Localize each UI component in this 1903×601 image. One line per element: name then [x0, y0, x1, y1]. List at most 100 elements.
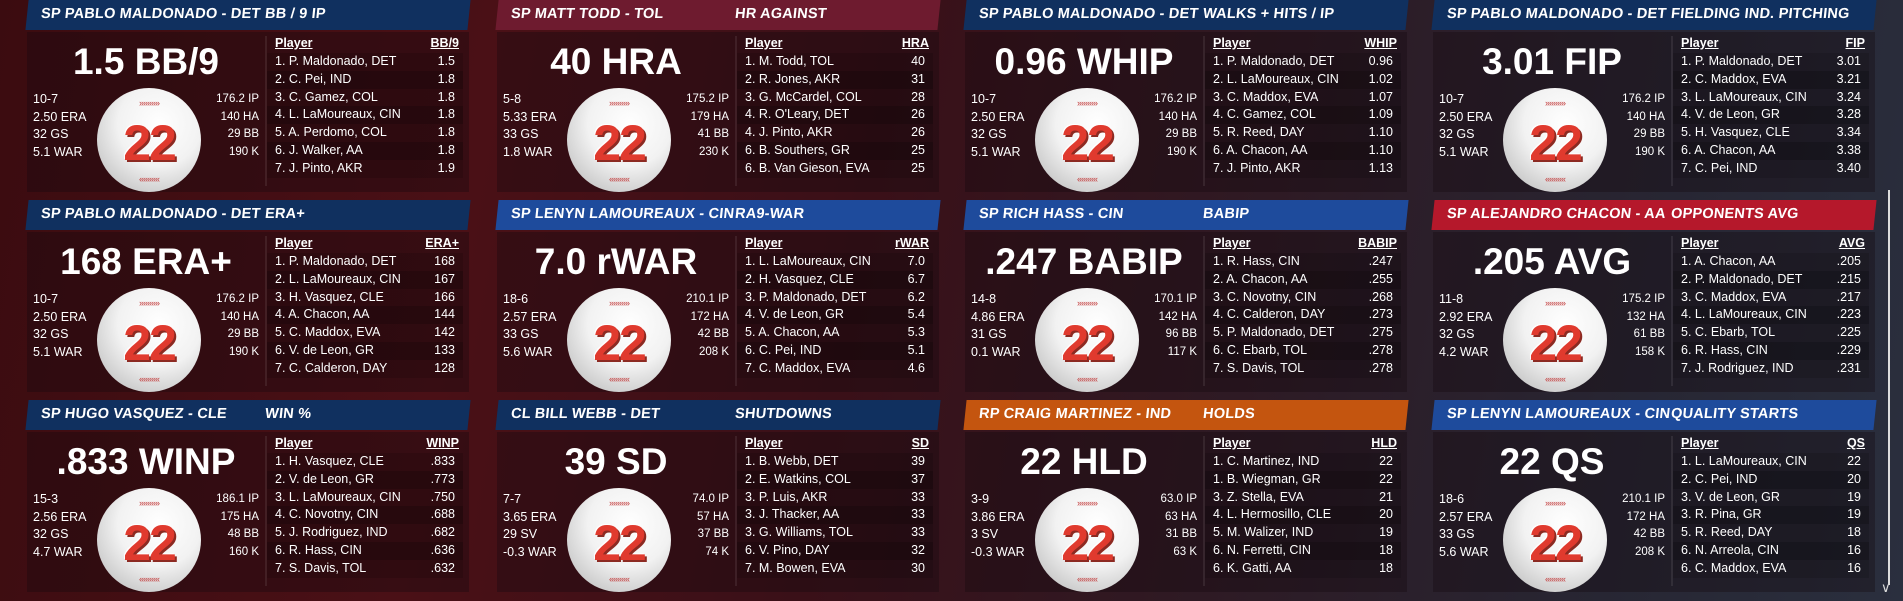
table-row[interactable]: 3. C. Gamez, COL 1.8: [267, 88, 463, 107]
table-row[interactable]: 2. H. Vasquez, CLE 6.7: [737, 270, 933, 289]
table-row[interactable]: 1. P. Maldonado, DET 1.5: [267, 53, 463, 71]
leader-panel[interactable]: RP CRAIG MARTINEZ - IND HOLDS 22 HLD 3-9…: [963, 400, 1409, 592]
table-row[interactable]: 6. V. de Leon, GR 133: [267, 341, 463, 360]
table-row[interactable]: 1. A. Chacon, AA .205: [1673, 253, 1869, 271]
table-row[interactable]: 1. P. Maldonado, DET 168: [267, 253, 463, 271]
table-row[interactable]: 1. L. LaMoureaux, CIN 7.0: [737, 253, 933, 271]
table-row[interactable]: 1. P. Maldonado, DET 0.96: [1205, 53, 1401, 71]
table-row[interactable]: 5. R. Reed, DAY 18: [1673, 524, 1869, 542]
table-row[interactable]: 6. B. Southers, GR 25: [737, 141, 933, 160]
table-row[interactable]: 2. C. Maddox, EVA 3.21: [1673, 70, 1869, 89]
table-row[interactable]: 7. C. Pei, IND 3.40: [1673, 159, 1869, 178]
table-row[interactable]: 2. A. Chacon, AA .255: [1205, 270, 1401, 289]
table-row[interactable]: 2. C. Pei, IND 1.8: [267, 70, 463, 89]
table-row[interactable]: 3. G. Williams, TOL 33: [737, 524, 933, 542]
table-row[interactable]: 4. C. Novotny, CIN .688: [267, 506, 463, 525]
table-row[interactable]: 2. L. LaMoureaux, CIN 1.02: [1205, 70, 1401, 89]
table-row[interactable]: 1. M. Todd, TOL 40: [737, 53, 933, 71]
table-row[interactable]: 4. C. Gamez, COL 1.09: [1205, 106, 1401, 125]
table-row[interactable]: 7. C. Maddox, EVA 4.6: [737, 359, 933, 378]
table-row[interactable]: 6. A. Chacon, AA 1.10: [1205, 141, 1401, 160]
table-row[interactable]: 4. A. Chacon, AA 144: [267, 306, 463, 325]
seam-icon: ‹‹‹‹‹‹‹‹‹‹: [139, 174, 160, 184]
leader-panel[interactable]: SP MATT TODD - TOL HR AGAINST 40 HRA 5-8…: [495, 0, 941, 192]
table-row[interactable]: 2. P. Maldonado, DET .215: [1673, 270, 1869, 289]
table-row[interactable]: 7. J. Pinto, AKR 1.9: [267, 159, 463, 178]
table-row[interactable]: 6. A. Chacon, AA 3.38: [1673, 141, 1869, 160]
leader-panel[interactable]: CL BILL WEBB - DET SHUTDOWNS 39 SD 7-7 3.…: [495, 400, 941, 592]
table-row[interactable]: 4. R. O'Leary, DET 26: [737, 106, 933, 125]
table-row[interactable]: 6. B. Van Gieson, EVA 25: [737, 159, 933, 178]
table-row[interactable]: 2. E. Watkins, COL 37: [737, 470, 933, 489]
table-row[interactable]: 6. R. Hass, CIN .636: [267, 541, 463, 560]
table-row[interactable]: 4. L. Hermosillo, CLE 20: [1205, 506, 1401, 525]
table-row[interactable]: 4. J. Pinto, AKR 26: [737, 124, 933, 142]
table-row[interactable]: 5. H. Vasquez, CLE 3.34: [1673, 124, 1869, 142]
leader-panel[interactable]: SP PABLO MALDONADO - DET BB / 9 IP 1.5 B…: [25, 0, 471, 192]
table-row[interactable]: 3. P. Maldonado, DET 6.2: [737, 288, 933, 307]
table-row[interactable]: 3. V. de Leon, GR 19: [1673, 488, 1869, 507]
leader-panel[interactable]: SP RICH HASS - CIN BABIP .247 BABIP 14-8…: [963, 200, 1409, 392]
leader-panel[interactable]: SP LENYN LAMOUREAUX - CIN RA9-WAR 7.0 rW…: [495, 200, 941, 392]
table-row[interactable]: 3. H. Vasquez, CLE 166: [267, 288, 463, 307]
table-row[interactable]: 4. L. LaMoureaux, CIN .223: [1673, 306, 1869, 325]
table-row[interactable]: 1. H. Vasquez, CLE .833: [267, 453, 463, 471]
table-row[interactable]: 1. L. LaMoureaux, CIN 22: [1673, 453, 1869, 471]
table-row[interactable]: 6. N. Arreola, CIN 16: [1673, 541, 1869, 560]
table-row[interactable]: 6. C. Ebarb, TOL .278: [1205, 341, 1401, 360]
table-row[interactable]: 5. C. Ebarb, TOL .225: [1673, 324, 1869, 342]
table-row[interactable]: 2. L. LaMoureaux, CIN 167: [267, 270, 463, 289]
leader-panel[interactable]: SP PABLO MALDONADO - DET FIELDING IND. P…: [1431, 0, 1877, 192]
table-row[interactable]: 7. J. Pinto, AKR 1.13: [1205, 159, 1401, 178]
table-row[interactable]: 5. J. Rodriguez, IND .682: [267, 524, 463, 542]
table-row[interactable]: 5. A. Chacon, AA 5.3: [737, 324, 933, 342]
table-row[interactable]: 6. V. Pino, DAY 32: [737, 541, 933, 560]
table-row[interactable]: 7. S. Davis, TOL .632: [267, 559, 463, 578]
table-row[interactable]: 5. P. Maldonado, DET .275: [1205, 324, 1401, 342]
table-row[interactable]: 6. R. Hass, CIN .229: [1673, 341, 1869, 360]
table-row[interactable]: 3. Z. Stella, EVA 21: [1205, 488, 1401, 507]
table-row[interactable]: 3. G. McCardel, COL 28: [737, 88, 933, 107]
table-row[interactable]: 3. P. Luis, AKR 33: [737, 488, 933, 507]
table-row[interactable]: 1. R. Hass, CIN .247: [1205, 253, 1401, 271]
table-row[interactable]: 3. J. Thacker, AA 33: [737, 506, 933, 525]
table-row[interactable]: 4. V. de Leon, GR 3.28: [1673, 106, 1869, 125]
leader-panel[interactable]: SP LENYN LAMOUREAUX - CIN QUALITY STARTS…: [1431, 400, 1877, 592]
leader-panel[interactable]: SP ALEJANDRO CHACON - AA OPPONENTS AVG .…: [1431, 200, 1877, 392]
table-row[interactable]: 1. C. Martinez, IND 22: [1205, 453, 1401, 471]
table-row[interactable]: 1. B. Webb, DET 39: [737, 453, 933, 471]
table-row[interactable]: 5. A. Perdomo, COL 1.8: [267, 124, 463, 142]
table-row[interactable]: 5. R. Reed, DAY 1.10: [1205, 124, 1401, 142]
table-row[interactable]: 3. R. Pina, GR 19: [1673, 506, 1869, 525]
table-row[interactable]: 7. J. Rodriguez, IND .231: [1673, 359, 1869, 378]
table-row[interactable]: 4. C. Calderon, DAY .273: [1205, 306, 1401, 325]
leader-panel[interactable]: SP PABLO MALDONADO - DET ERA+ 168 ERA+ 1…: [25, 200, 471, 392]
table-row[interactable]: 6. J. Walker, AA 1.8: [267, 141, 463, 160]
table-row[interactable]: 3. C. Novotny, CIN .268: [1205, 288, 1401, 307]
table-row[interactable]: 7. M. Bowen, EVA 30: [737, 559, 933, 578]
table-row[interactable]: 3. C. Maddox, EVA 1.07: [1205, 88, 1401, 107]
table-row[interactable]: 2. V. de Leon, GR .773: [267, 470, 463, 489]
table-row[interactable]: 2. C. Pei, IND 20: [1673, 470, 1869, 489]
chevron-down-icon[interactable]: ∨: [1881, 580, 1891, 595]
table-row[interactable]: 2. R. Jones, AKR 31: [737, 70, 933, 89]
table-row[interactable]: 7. S. Davis, TOL .278: [1205, 359, 1401, 378]
scrollbar[interactable]: [1888, 190, 1890, 585]
table-row[interactable]: 5. M. Walizer, IND 19: [1205, 524, 1401, 542]
table-row[interactable]: 6. K. Gatti, AA 18: [1205, 559, 1401, 578]
table-row[interactable]: 6. C. Maddox, EVA 16: [1673, 559, 1869, 578]
table-row[interactable]: 3. C. Maddox, EVA .217: [1673, 288, 1869, 307]
table-row[interactable]: 6. C. Pei, IND 5.1: [737, 341, 933, 360]
table-row[interactable]: 1. B. Wiegman, GR 22: [1205, 470, 1401, 489]
table-row[interactable]: 5. C. Maddox, EVA 142: [267, 324, 463, 342]
table-row[interactable]: 3. L. LaMoureaux, CIN .750: [267, 488, 463, 507]
table-row[interactable]: 6. N. Ferretti, CIN 18: [1205, 541, 1401, 560]
table-row[interactable]: 1. P. Maldonado, DET 3.01: [1673, 53, 1869, 71]
table-row[interactable]: 3. L. LaMoureaux, CIN 3.24: [1673, 88, 1869, 107]
leader-panel[interactable]: SP PABLO MALDONADO - DET WALKS + HITS / …: [963, 0, 1409, 192]
table-row[interactable]: 4. L. LaMoureaux, CIN 1.8: [267, 106, 463, 125]
leader-panel[interactable]: SP HUGO VASQUEZ - CLE WIN % .833 WINP 15…: [25, 400, 471, 592]
table-row[interactable]: 4. V. de Leon, GR 5.4: [737, 306, 933, 325]
table-row[interactable]: 7. C. Calderon, DAY 128: [267, 359, 463, 378]
value-cell: 19: [1379, 525, 1393, 540]
